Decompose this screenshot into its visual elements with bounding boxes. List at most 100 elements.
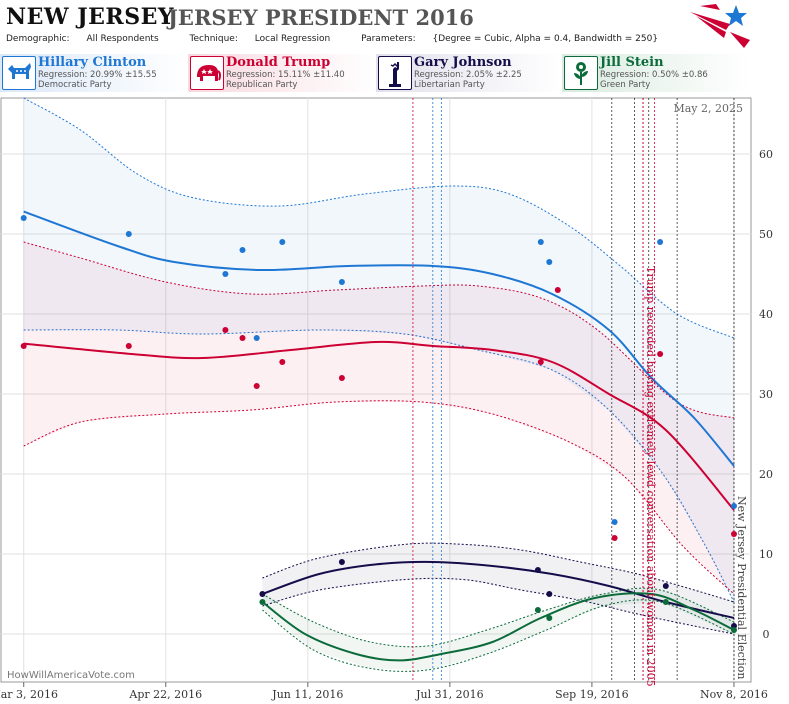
candidate-party: Green Party [600,80,651,90]
poll-point [534,567,541,573]
legend-clinton[interactable]: Hillary Clinton Regression: 20.99% ±15.5… [0,54,188,92]
y-tick-label: 30 [759,388,773,401]
poll-point [731,503,737,509]
statue-of-liberty-icon [378,56,412,90]
confidence-band [262,543,734,634]
x-axis: Mar 3, 2016 Apr 22, 2016 Jun 11, 2016 Jul 3… [0,682,768,701]
poll-point [253,383,260,389]
lower-bound-line [23,400,735,595]
poll-point [338,279,345,285]
candidate-regression: Regression: 2.05% ±2.25 [414,70,522,80]
x-tick-label: Nov 8, 2016 [700,688,768,701]
poll-point [338,375,345,381]
upper-bound-line [23,241,735,419]
poll-point [259,599,266,605]
poll-points [20,215,737,633]
confidence-band [23,242,734,594]
legend-trump[interactable]: Donald Trump Regression: 15.11% ±11.40 R… [188,54,376,92]
poll-point [537,239,544,245]
legend-johnson[interactable]: Gary Johnson Regression: 2.05% ±2.25 Lib… [376,54,564,92]
poll-point [546,259,553,265]
y-tick-label: 10 [759,548,773,561]
x-tick-label: Jul 31, 2016 [415,688,484,701]
legend-stein[interactable]: Jill Stein Regression: 0.50% ±0.86 Green… [562,54,750,92]
demographic-value: All Respondents [86,34,159,44]
donkey-icon [2,56,36,90]
technique-label: Technique: [189,34,238,44]
parameters-line: Demographic: All Respondents Technique: … [6,34,686,44]
poll-point [662,583,669,589]
poll-point [20,343,27,349]
confidence-band [23,98,734,602]
y-tick-label: 40 [759,308,773,321]
poll-point [657,351,664,357]
poll-point [534,607,541,613]
poll-point [239,335,246,341]
event-lines [412,98,735,682]
regression-line [23,340,735,511]
demographic-label: Demographic: [6,34,70,44]
technique-value: Local Regression [254,34,331,44]
poll-point [338,559,345,565]
poll-point [125,231,132,237]
poll-point [537,359,544,365]
poll-point [239,247,246,253]
poll-point [279,359,286,365]
y-tick-label: 0 [763,628,770,641]
poll-point [222,271,229,277]
lower-bound-line [262,577,735,635]
parameters-label: Parameters: [361,34,416,44]
candidate-party: Democratic Party [38,80,112,90]
poll-point [662,599,669,605]
poll-point [554,287,561,293]
y-tick-label: 20 [759,468,773,481]
candidate-name: Jill Stein [600,55,664,70]
elephant-icon [190,56,224,90]
regression-line [261,592,735,662]
poll-chart: 0 10 20 30 40 50 60 Mar 3, 2016 Apr 22, 2016 Jun… [0,97,773,701]
plot-area [0,97,752,683]
candidate-party: Libertarian Party [414,80,485,90]
poll-point [546,591,553,597]
x-tick-label: Jun 11, 2016 [271,688,343,701]
candidate-name: Gary Johnson [414,55,512,70]
y-tick-label: 50 [759,228,773,241]
x-tick-label: Sep 19, 2016 [555,688,629,701]
x-tick-label: Mar 3, 2016 [0,688,58,701]
regression-line [262,560,735,619]
poll-point [731,627,737,633]
poll-point [125,343,132,349]
poll-point [253,335,260,341]
poll-point [657,239,664,245]
poll-point [611,535,618,541]
poll-point [279,239,286,245]
regression-line [23,210,735,467]
event-label-lewd-tape: Trump recorded having extremely lewd con… [644,266,657,687]
y-tick-label: 60 [759,148,773,161]
candidate-name: Donald Trump [226,55,331,70]
poll-point [731,531,737,537]
page-title: NEW JERSEY [6,4,175,30]
candidate-name: Hillary Clinton [38,55,147,70]
flower-icon [564,56,598,90]
x-tick-label: Apr 22, 2016 [128,688,202,701]
y-axis: 0 10 20 30 40 50 60 [759,148,773,641]
poll-point [222,327,229,333]
regression-lines [23,210,735,662]
upper-bound-line [262,587,735,648]
event-label-election: New Jersey Presidential Election [735,496,748,679]
candidate-regression: Regression: 0.50% ±0.86 [600,70,708,80]
poll-point [20,215,27,221]
candidate-regression: Regression: 15.11% ±11.40 [226,70,345,80]
lower-bound-line [262,599,735,672]
poll-point [611,519,618,525]
race-title: JERSEY PRESIDENT 2016 [168,5,474,30]
poll-point [546,615,553,621]
confidence-band [262,588,734,670]
candidate-party: Republican Party [226,80,298,90]
grid [1,98,751,682]
watermark: HowWillAmericaVote.com [7,670,135,681]
poll-point [259,591,266,597]
parameters-value: {Degree = Cubic, Alpha = 0.4, Bandwidth … [432,34,659,44]
site-logo-icon[interactable] [686,2,750,48]
